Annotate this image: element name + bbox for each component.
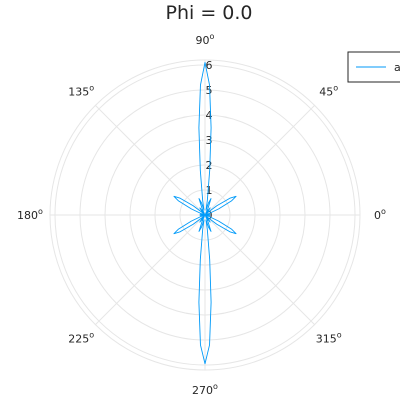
radial-label-6: 6 — [206, 59, 213, 72]
legend: a — [347, 51, 400, 83]
radial-label-5: 5 — [206, 84, 213, 97]
radial-label-4: 4 — [206, 109, 213, 122]
grid-spoke-45 — [204, 105, 315, 216]
grid-spoke-225 — [95, 214, 206, 325]
polar-grid — [49, 59, 361, 371]
angle-label-90: 90o — [196, 32, 215, 47]
angle-label-180: 180o — [17, 207, 43, 222]
angle-label-270: 270o — [192, 382, 218, 397]
radial-label-1: 1 — [206, 184, 213, 197]
radial-label-2: 2 — [206, 159, 213, 172]
angle-label-0: 0o — [374, 207, 386, 222]
angle-tick-labels: 0o 45o 90o 135o 180o 225o 270o 315o — [17, 32, 386, 397]
angle-label-225: 225o — [68, 331, 94, 346]
chart-title: Phi = 0.0 — [166, 2, 253, 24]
grid-spoke-315 — [204, 214, 315, 325]
grid-spoke-135 — [95, 105, 206, 216]
series-lines — [173, 62, 237, 365]
series-line-a — [173, 62, 237, 365]
radial-label-3: 3 — [206, 134, 213, 147]
angle-label-135: 135o — [68, 83, 94, 98]
angle-label-45: 45o — [319, 83, 338, 98]
angle-label-315: 315o — [316, 331, 342, 346]
legend-label: a — [394, 61, 400, 74]
